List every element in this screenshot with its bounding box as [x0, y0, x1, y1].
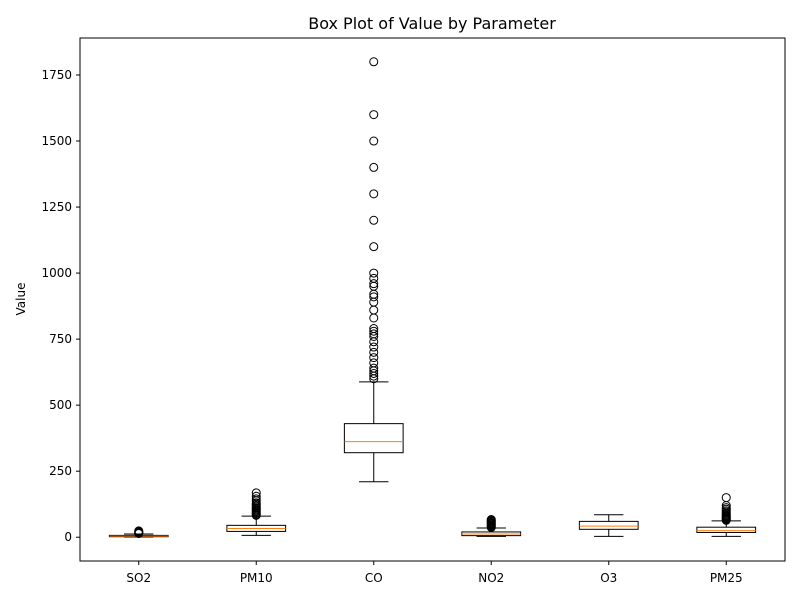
outlier-point — [369, 342, 379, 352]
outlier-point — [486, 515, 496, 525]
x-tick-label: PM10 — [240, 571, 273, 585]
y-tick-label: 1500 — [41, 134, 72, 148]
outlier-point — [369, 347, 379, 357]
outlier-point — [369, 292, 379, 302]
outlier-point — [369, 136, 379, 146]
x-tick-label: NO2 — [478, 571, 504, 585]
outlier-point — [369, 279, 379, 289]
outlier-point — [369, 268, 379, 278]
y-axis-title: Value — [14, 283, 28, 316]
outlier-point — [369, 305, 379, 315]
outlier-point — [369, 242, 379, 252]
x-tick-label: SO2 — [126, 571, 151, 585]
plot-frame — [79, 37, 786, 562]
outlier-point — [369, 358, 379, 368]
chart-title: Box Plot of Value by Parameter — [308, 14, 556, 33]
box-co — [343, 57, 404, 483]
box-so2 — [108, 526, 169, 539]
outlier-point — [369, 324, 379, 334]
outlier-point — [369, 313, 379, 323]
y-tick-label: 500 — [49, 398, 72, 412]
outlier-point — [721, 493, 731, 503]
outlier-point — [369, 57, 379, 67]
box-pm25 — [696, 493, 757, 537]
outlier-point — [369, 363, 379, 373]
box-iqr — [343, 423, 404, 454]
box-iqr — [696, 526, 757, 533]
x-tick-label: O3 — [600, 571, 617, 585]
box-pm10 — [226, 488, 287, 536]
box-iqr — [578, 520, 639, 530]
y-tick-label: 1250 — [41, 200, 72, 214]
outlier-point — [134, 526, 144, 536]
outlier-point — [369, 368, 379, 378]
y-tick-label: 1750 — [41, 68, 72, 82]
outlier-point — [251, 488, 261, 498]
outlier-point — [721, 503, 731, 513]
outlier-point — [251, 491, 261, 501]
plot-area: 0 250 500 750 1000 1250 1500 1750 SO2 PM10 CO NO2 O3… — [41, 37, 786, 585]
outlier-point — [251, 498, 261, 508]
x-tick-label: PM25 — [710, 571, 743, 585]
outlier-point — [369, 273, 379, 283]
outlier-point — [369, 329, 379, 339]
outlier-point — [369, 162, 379, 172]
outlier-point — [251, 494, 261, 504]
outlier-point — [369, 110, 379, 120]
outlier-point — [369, 215, 379, 225]
box-no2 — [461, 515, 522, 537]
y-tick-label: 0 — [64, 530, 72, 544]
y-tick-label: 1000 — [41, 266, 72, 280]
outlier-point — [369, 353, 379, 363]
y-tick-label: 750 — [49, 332, 72, 346]
x-tick-label: CO — [365, 571, 383, 585]
box-o3 — [578, 514, 639, 537]
outlier-point — [369, 326, 379, 336]
outlier-point — [369, 189, 379, 199]
y-tick-label: 250 — [49, 464, 72, 478]
